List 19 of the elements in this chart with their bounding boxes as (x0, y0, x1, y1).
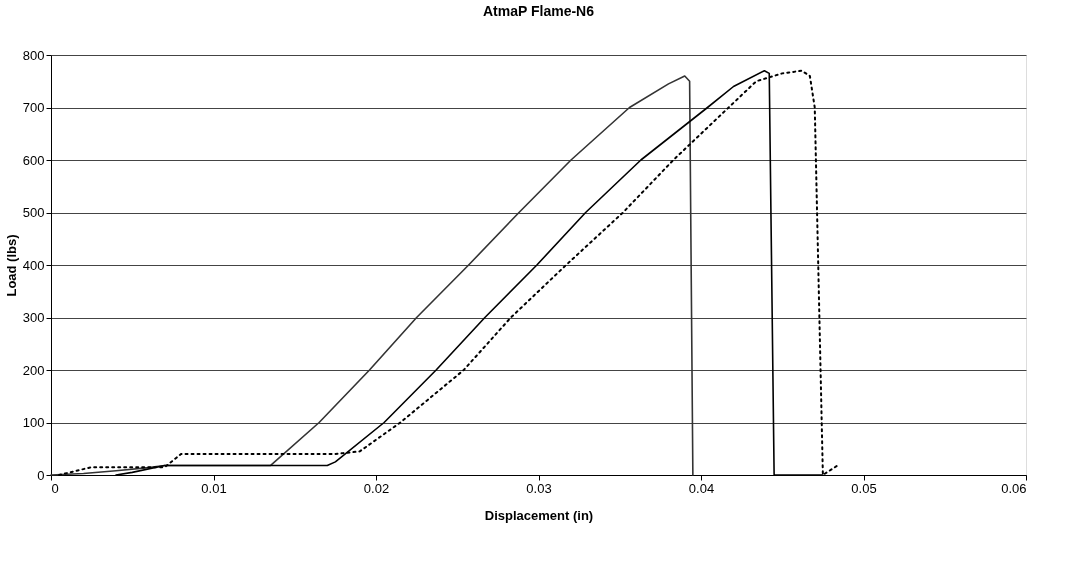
x-tick-label: 0.04 (688, 480, 715, 496)
y-tick-label: 800 (22, 47, 45, 63)
x-tick-label: 0.03 (526, 480, 552, 496)
y-tick-label: 300 (22, 310, 45, 325)
x-tick-label: 0.01 (201, 480, 227, 496)
x-tick-label: 0.05 (851, 480, 877, 496)
x-tick-label: 0.02 (363, 480, 390, 496)
x-tick-label: 0.06 (1001, 480, 1027, 496)
chart-title: AtmaP Flame-N6 (482, 3, 595, 19)
y-tick-label: 100 (22, 415, 45, 430)
y-axis-title: Load (lbs) (3, 234, 19, 297)
x-tick-label: 0 (51, 480, 59, 496)
y-tick-label: 400 (22, 257, 45, 273)
y-tick-label: 600 (22, 152, 45, 168)
x-axis-title: Displacement (in) (484, 507, 594, 523)
y-tick-label: 500 (22, 205, 45, 220)
y-tick-label: 200 (22, 362, 45, 378)
y-tick-label: 0 (37, 467, 45, 483)
y-tick-label: 700 (22, 100, 45, 115)
